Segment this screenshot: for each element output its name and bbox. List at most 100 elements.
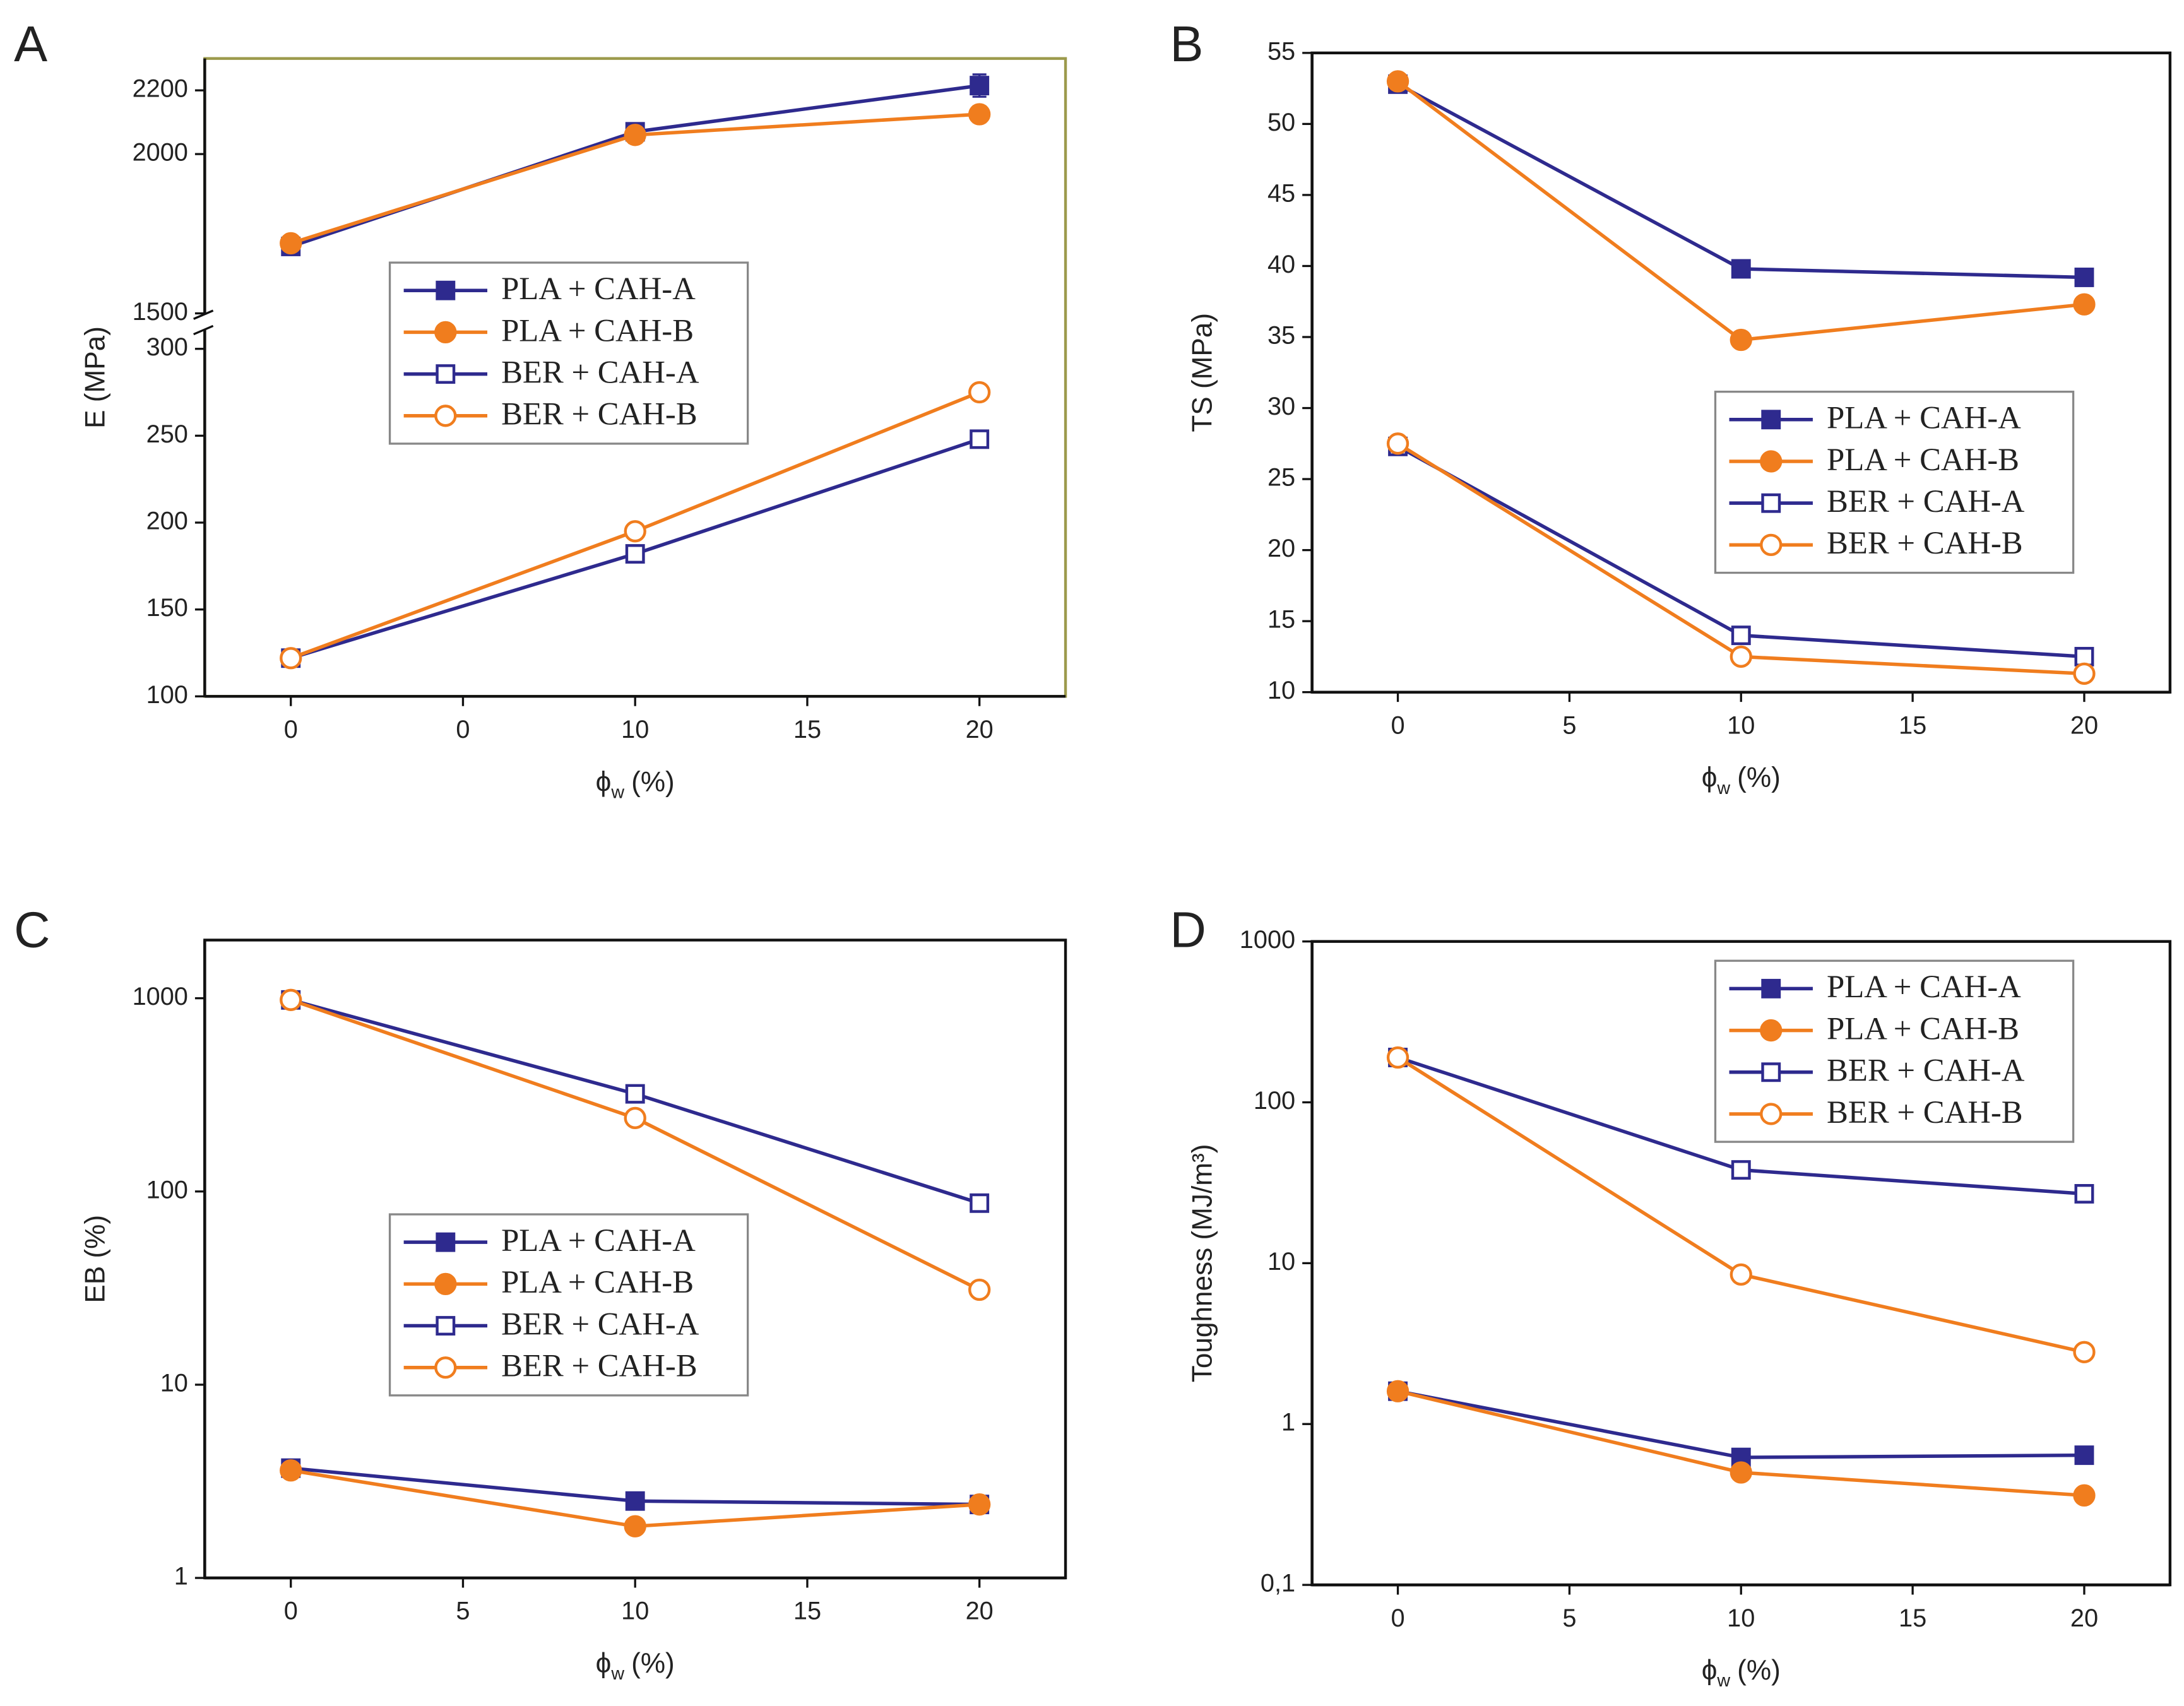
marker xyxy=(968,1493,991,1516)
legend: PLA + CAH-A PLA + CAH-B BER + CAH-A BER + C… xyxy=(1714,959,2075,1143)
legend-marker xyxy=(1760,1103,1783,1125)
y-tick-label: 2000 xyxy=(133,139,188,167)
legend-label: PLA + CAH-B xyxy=(1827,442,2019,477)
x-tick-label: 15 xyxy=(793,716,821,743)
x-tick-label: 0 xyxy=(284,1597,298,1625)
legend-label: PLA + CAH-A xyxy=(1827,969,2021,1004)
legend-marker xyxy=(436,1316,456,1336)
legend-marker xyxy=(434,405,457,427)
x-tick-label: 0 xyxy=(456,716,470,743)
y-tick-label: 1 xyxy=(174,1563,188,1590)
marker xyxy=(625,1084,645,1104)
marker xyxy=(1730,645,1752,668)
legend-marker xyxy=(434,321,457,344)
panel-label: B xyxy=(1170,16,1204,72)
marker xyxy=(2074,646,2094,666)
panel-label: C xyxy=(14,901,50,957)
y-tick-label: 100 xyxy=(146,1176,188,1204)
marker xyxy=(2074,268,2094,287)
marker xyxy=(624,124,646,146)
y-tick-label: 55 xyxy=(1267,37,1295,65)
legend-label: PLA + CAH-A xyxy=(1827,400,2021,435)
marker xyxy=(280,988,302,1011)
marker xyxy=(1730,1263,1752,1286)
marker xyxy=(1731,259,1751,279)
marker xyxy=(624,1106,646,1130)
y-tick-label: 1000 xyxy=(1240,926,1295,954)
legend-label: BER + CAH-B xyxy=(1827,1094,2023,1130)
marker xyxy=(280,232,302,255)
legend-label: BER + CAH-A xyxy=(1827,483,2025,519)
marker xyxy=(280,1459,302,1482)
y-axis-label: E (MPa) xyxy=(80,326,110,429)
y-tick-label: 10 xyxy=(1267,677,1295,704)
x-tick-label: 20 xyxy=(2070,1604,2098,1632)
marker xyxy=(968,103,991,126)
legend-marker xyxy=(1760,533,1783,557)
y-tick-label: 100 xyxy=(146,681,188,709)
axis-break xyxy=(193,309,214,320)
legend-label: PLA + CAH-A xyxy=(501,1223,696,1258)
marker xyxy=(968,381,991,404)
y-axis-label: EB (%) xyxy=(80,1215,110,1303)
x-tick-label: 10 xyxy=(1727,711,1755,739)
marker xyxy=(968,1278,991,1301)
marker xyxy=(1386,1380,1410,1402)
y-tick-label: 20 xyxy=(1267,535,1295,562)
legend: PLA + CAH-A PLA + CAH-B BER + CAH-A BER + C… xyxy=(388,1213,749,1397)
chart-panel: C 1 10 100 1000 0 5 10 15 20 ϕw (%) EB (%) PLA + CAH-… xyxy=(14,901,1067,1684)
y-tick-label: 2200 xyxy=(133,75,188,103)
x-label-unit: (%) xyxy=(631,766,675,797)
legend-marker xyxy=(436,1232,456,1252)
legend-marker xyxy=(436,280,456,300)
y-tick-label: 250 xyxy=(146,420,188,448)
series-line xyxy=(1398,1389,2084,1459)
marker xyxy=(2073,1484,2096,1507)
chart-panel: D 0,1 1 10 100 1000 0 5 10 15 20 ϕw (%) Toughness (MJ… xyxy=(1170,901,2172,1691)
series-line xyxy=(290,83,980,249)
legend-marker xyxy=(1761,410,1781,430)
legend-label: PLA + CAH-B xyxy=(1827,1010,2019,1046)
y-tick-label: 30 xyxy=(1267,393,1295,420)
y-tick-label: 1500 xyxy=(133,298,188,326)
legend-marker xyxy=(436,364,456,384)
legend-marker xyxy=(1761,1062,1781,1082)
y-tick-label: 300 xyxy=(146,333,188,361)
x-label-unit: (%) xyxy=(631,1648,675,1679)
x-tick-label: 15 xyxy=(793,1597,821,1625)
y-tick-label: 10 xyxy=(160,1369,188,1397)
x-tick-label: 15 xyxy=(1899,711,1926,739)
x-label-subscript: w xyxy=(1716,778,1730,798)
legend-marker xyxy=(1760,1019,1783,1042)
axis-break xyxy=(193,324,214,336)
y-tick-label: 0,1 xyxy=(1261,1570,1295,1597)
marker xyxy=(2073,662,2096,685)
x-tick-label: 10 xyxy=(621,716,649,743)
x-tick-label: 5 xyxy=(1562,1604,1576,1632)
y-tick-label: 25 xyxy=(1267,464,1295,492)
marker xyxy=(1386,432,1410,455)
x-axis-label: ϕw (%) xyxy=(596,766,675,802)
x-label-symbol: ϕ xyxy=(596,766,612,797)
legend-label: PLA + CAH-B xyxy=(501,312,694,348)
marker xyxy=(970,76,990,96)
legend-label: BER + CAH-B xyxy=(501,1348,697,1383)
x-label-unit: (%) xyxy=(1737,762,1781,793)
y-tick-label: 15 xyxy=(1267,606,1295,634)
legend-marker xyxy=(1761,493,1781,513)
legend-label: BER + CAH-B xyxy=(501,396,697,432)
series-line xyxy=(1396,80,2085,342)
x-tick-label: 0 xyxy=(1391,1604,1404,1632)
x-axis-label: ϕw (%) xyxy=(596,1648,675,1684)
y-tick-label: 40 xyxy=(1267,251,1295,278)
plot-frame xyxy=(1310,51,2172,694)
x-label-unit: (%) xyxy=(1737,1655,1781,1686)
panel-label: A xyxy=(14,16,47,72)
legend-label: BER + CAH-A xyxy=(501,354,699,389)
y-tick-label: 200 xyxy=(146,507,188,535)
y-tick-label: 150 xyxy=(146,594,188,622)
series-line xyxy=(1397,82,2085,280)
x-axis-label: ϕw (%) xyxy=(1702,1655,1781,1691)
x-tick-label: 20 xyxy=(966,1597,994,1625)
